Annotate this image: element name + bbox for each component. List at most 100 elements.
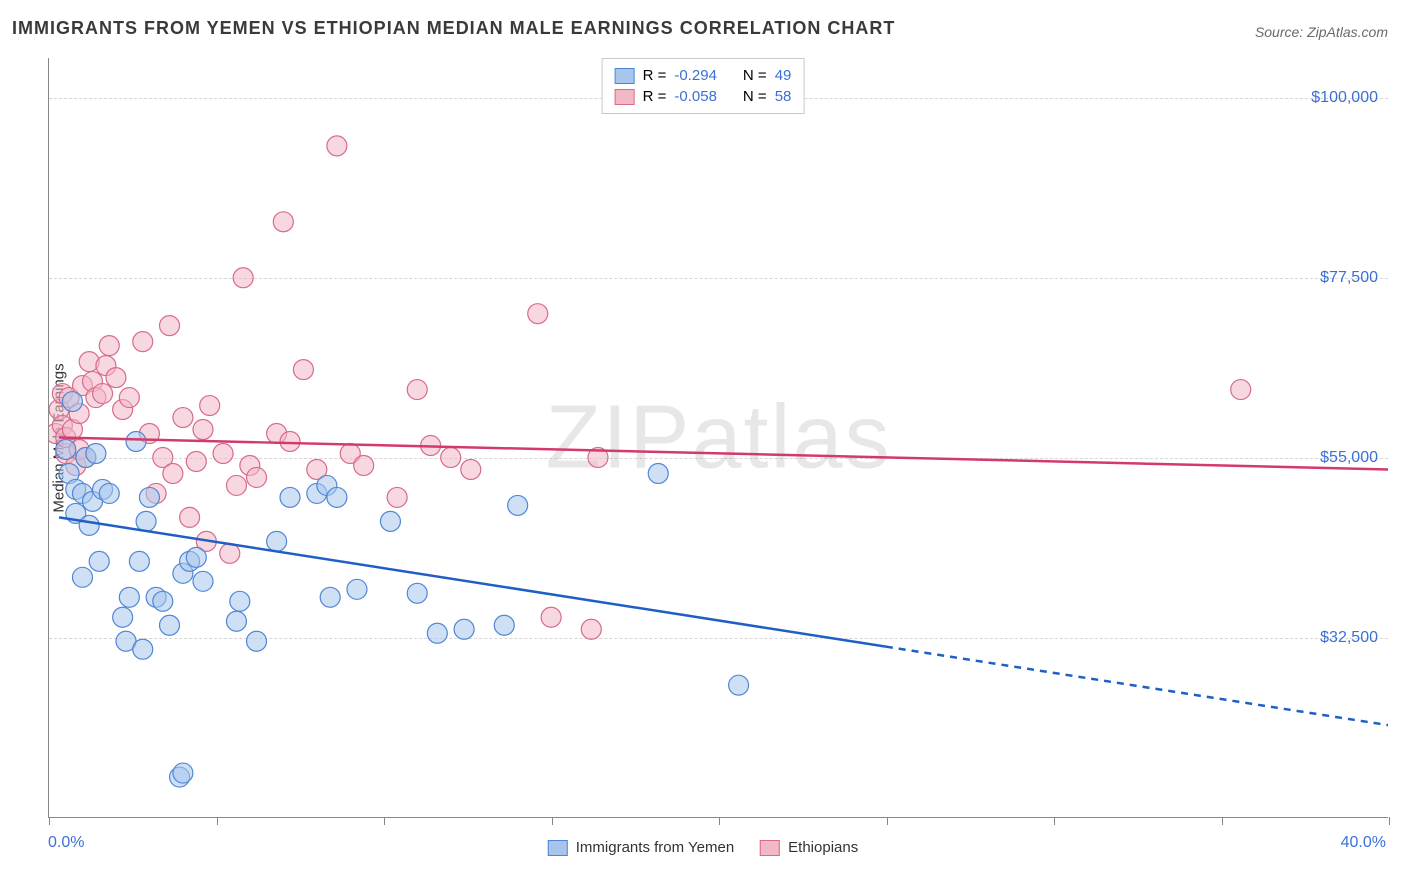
- data-point: [441, 447, 461, 467]
- stat-r-label: R =: [643, 88, 667, 105]
- data-point: [729, 675, 749, 695]
- data-point: [56, 439, 76, 459]
- data-point: [541, 607, 561, 627]
- data-point: [136, 511, 156, 531]
- data-point: [494, 615, 514, 635]
- legend-row-ethiopians: R = -0.058 N = 58: [615, 86, 792, 107]
- data-point: [267, 531, 287, 551]
- data-point: [461, 459, 481, 479]
- legend-label: Ethiopians: [788, 839, 858, 856]
- data-point: [407, 380, 427, 400]
- data-point: [380, 511, 400, 531]
- swatch-icon: [615, 89, 635, 105]
- data-point: [200, 396, 220, 416]
- data-point: [106, 368, 126, 388]
- data-point: [129, 551, 149, 571]
- data-point: [160, 615, 180, 635]
- x-tick: [1054, 817, 1055, 825]
- swatch-icon: [615, 68, 635, 84]
- data-point: [454, 619, 474, 639]
- data-point: [280, 432, 300, 452]
- data-point: [126, 432, 146, 452]
- data-point: [226, 611, 246, 631]
- data-point: [327, 136, 347, 156]
- stat-n-value: 49: [775, 67, 792, 84]
- x-axis-max-label: 40.0%: [1341, 834, 1386, 852]
- source-label: Source: ZipAtlas.com: [1255, 24, 1388, 40]
- data-point: [173, 408, 193, 428]
- legend-bottom: Immigrants from Yemen Ethiopians: [548, 839, 858, 856]
- data-point: [79, 515, 99, 535]
- legend-stats: R = -0.294 N = 49 R = -0.058 N = 58: [602, 58, 805, 114]
- stat-r-value: -0.058: [674, 88, 717, 105]
- data-point: [213, 443, 233, 463]
- data-point: [113, 607, 133, 627]
- data-point: [427, 623, 447, 643]
- trend-line: [886, 647, 1388, 725]
- data-point: [193, 420, 213, 440]
- data-point: [160, 316, 180, 336]
- data-point: [180, 507, 200, 527]
- stat-n-label: N =: [743, 67, 767, 84]
- data-point: [193, 571, 213, 591]
- data-point: [347, 579, 367, 599]
- x-axis-min-label: 0.0%: [48, 834, 84, 852]
- data-point: [99, 483, 119, 503]
- data-point: [139, 487, 159, 507]
- x-tick: [217, 817, 218, 825]
- swatch-icon: [548, 840, 568, 856]
- data-point: [1231, 380, 1251, 400]
- data-point: [233, 268, 253, 288]
- data-point: [293, 360, 313, 380]
- data-point: [72, 567, 92, 587]
- stat-n-label: N =: [743, 88, 767, 105]
- legend-row-yemen: R = -0.294 N = 49: [615, 65, 792, 86]
- data-point: [119, 388, 139, 408]
- data-point: [230, 591, 250, 611]
- x-tick: [49, 817, 50, 825]
- stat-n-value: 58: [775, 88, 792, 105]
- legend-item-yemen: Immigrants from Yemen: [548, 839, 734, 856]
- data-point: [153, 591, 173, 611]
- data-point: [508, 495, 528, 515]
- data-point: [89, 551, 109, 571]
- x-tick: [887, 817, 888, 825]
- scatter-svg: [49, 58, 1388, 817]
- data-point: [280, 487, 300, 507]
- x-tick: [1222, 817, 1223, 825]
- x-tick: [719, 817, 720, 825]
- data-point: [247, 631, 267, 651]
- data-point: [133, 639, 153, 659]
- data-point: [247, 467, 267, 487]
- data-point: [86, 443, 106, 463]
- legend-item-ethiopians: Ethiopians: [760, 839, 858, 856]
- data-point: [93, 384, 113, 404]
- data-point: [99, 336, 119, 356]
- data-point: [387, 487, 407, 507]
- swatch-icon: [760, 840, 780, 856]
- data-point: [354, 455, 374, 475]
- plot-area: Median Male Earnings ZIPatlas $32,500$55…: [48, 58, 1388, 818]
- legend-label: Immigrants from Yemen: [576, 839, 734, 856]
- data-point: [133, 332, 153, 352]
- data-point: [62, 392, 82, 412]
- data-point: [327, 487, 347, 507]
- data-point: [186, 547, 206, 567]
- data-point: [648, 463, 668, 483]
- stat-r-value: -0.294: [674, 67, 717, 84]
- stat-r-label: R =: [643, 67, 667, 84]
- x-tick: [552, 817, 553, 825]
- data-point: [186, 451, 206, 471]
- data-point: [407, 583, 427, 603]
- data-point: [273, 212, 293, 232]
- x-tick: [1389, 817, 1390, 825]
- data-point: [163, 463, 183, 483]
- data-point: [226, 475, 246, 495]
- data-point: [173, 763, 193, 783]
- data-point: [119, 587, 139, 607]
- x-tick: [384, 817, 385, 825]
- chart-title: IMMIGRANTS FROM YEMEN VS ETHIOPIAN MEDIA…: [12, 18, 895, 39]
- data-point: [581, 619, 601, 639]
- data-point: [320, 587, 340, 607]
- data-point: [528, 304, 548, 324]
